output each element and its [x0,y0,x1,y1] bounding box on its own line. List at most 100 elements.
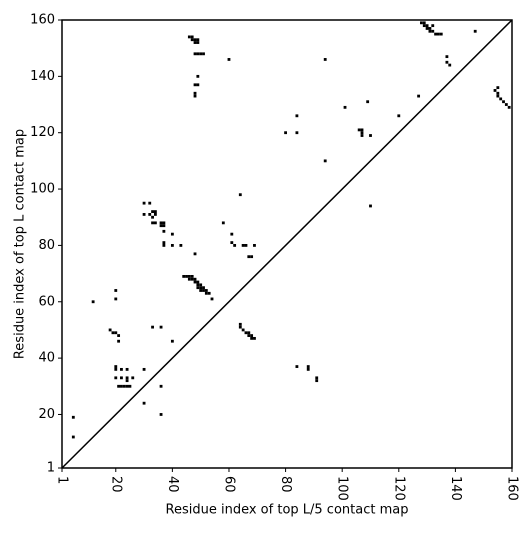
contact [170,339,174,343]
contact [221,221,225,225]
contact [437,32,440,36]
contact [507,105,511,109]
contact [159,325,163,329]
contact [196,286,200,290]
contact [111,331,115,335]
contact [193,280,197,284]
contact [493,89,497,92]
x-tick-label: 120 [391,476,406,501]
y-tick-label: 40 [38,351,55,366]
contact [125,367,129,371]
contact [204,291,208,295]
contact [357,128,361,132]
contact [199,283,203,287]
contact [190,274,194,278]
contact [431,24,435,28]
y-tick-label: 120 [30,125,55,140]
x-tick-label: 60 [221,476,236,493]
contact [422,24,426,28]
contact [253,244,256,247]
contact [71,435,75,439]
contact [125,376,129,380]
contact [417,94,421,98]
contact [230,232,234,236]
contact [247,255,251,259]
contact [151,325,154,329]
contact [120,376,123,380]
y-tick-label: 140 [30,69,55,84]
contact [196,280,200,284]
y-tick-label: 60 [38,294,55,309]
contact [120,384,123,388]
contact [196,74,200,78]
contact [238,322,242,326]
contact [151,210,154,214]
contact [162,229,166,233]
contact [422,21,426,25]
diagonal [61,19,513,469]
x-tick-label: 20 [108,476,123,493]
contact [233,244,237,247]
contact [190,35,194,39]
contact [185,274,188,278]
contact [439,32,443,36]
contact [244,331,248,335]
contact [315,379,319,383]
contact [199,289,203,292]
x-tick-label: 40 [165,476,180,493]
contact [159,384,163,388]
contact [148,201,152,205]
contact [142,213,146,216]
contact [496,86,500,90]
contact [142,367,146,371]
contact [162,241,166,244]
contact [202,289,205,292]
contact [295,365,299,368]
contact [420,21,423,25]
contact [244,244,248,247]
contact [250,334,254,337]
contact [193,252,197,256]
contact [153,213,157,216]
contact [323,58,327,61]
contact [241,244,245,247]
contact [187,274,191,278]
contact [196,52,200,56]
contact [91,300,95,304]
contact [499,97,503,101]
contact [151,221,154,225]
contact [250,336,254,340]
contact [114,376,118,380]
contact [151,215,154,219]
contact [122,384,126,388]
contact [448,63,452,67]
contact [179,244,183,247]
contact [196,283,200,287]
contact [131,376,135,380]
x-tick-label: 160 [505,476,520,501]
y-tick-label: 1 [47,461,55,476]
contact [187,277,191,281]
contact [428,27,432,30]
contact [369,204,372,208]
contact [425,24,429,28]
contact [360,131,364,135]
contact [323,159,327,163]
y-tick-label: 20 [38,407,55,422]
x-axis-label: Residue index of top L/5 contact map [166,503,409,518]
contact [182,274,186,278]
contact [108,328,112,332]
contact [369,134,372,137]
contact [128,384,132,388]
contact [496,94,500,98]
contact [247,331,251,335]
contact [247,334,251,337]
contact [162,221,166,225]
contact [193,91,197,95]
contact [153,210,157,214]
contact [473,29,477,33]
contact [196,38,200,42]
contact [315,376,319,380]
plot-frame [61,19,513,469]
